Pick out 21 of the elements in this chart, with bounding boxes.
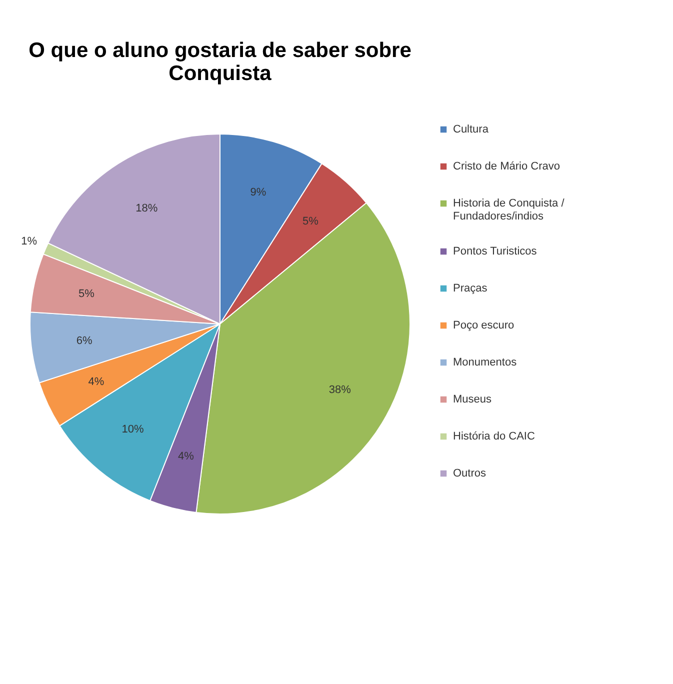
legend-label: Poço escuro [453,320,514,332]
data-label: 5% [302,215,319,228]
data-label: 9% [250,186,266,199]
legend-label: Pontos Turisticos [453,246,538,258]
data-label: 4% [178,450,194,462]
data-label: 5% [78,288,95,300]
data-label: 38% [328,384,352,396]
legend-label: História do CAIC [453,430,535,442]
legend-label: Outros [453,468,487,480]
legend-label: Cristo de Mário Cravo [453,160,560,172]
legend-label: Cultura [453,124,490,136]
legend-label: Museus [453,394,492,406]
data-label: 1% [21,235,38,248]
legend-label: Praças [453,282,488,294]
data-label: 18% [136,202,158,214]
data-label: 6% [76,335,92,348]
data-label: 4% [88,376,104,388]
legend-label: Historia de Conquista / Fundadores/indios [453,198,566,222]
chart-title: O que o aluno gostaria de saber sobre Conquista [28,39,412,85]
legend-label: Monumentos [453,356,518,368]
data-label: 10% [122,423,144,436]
